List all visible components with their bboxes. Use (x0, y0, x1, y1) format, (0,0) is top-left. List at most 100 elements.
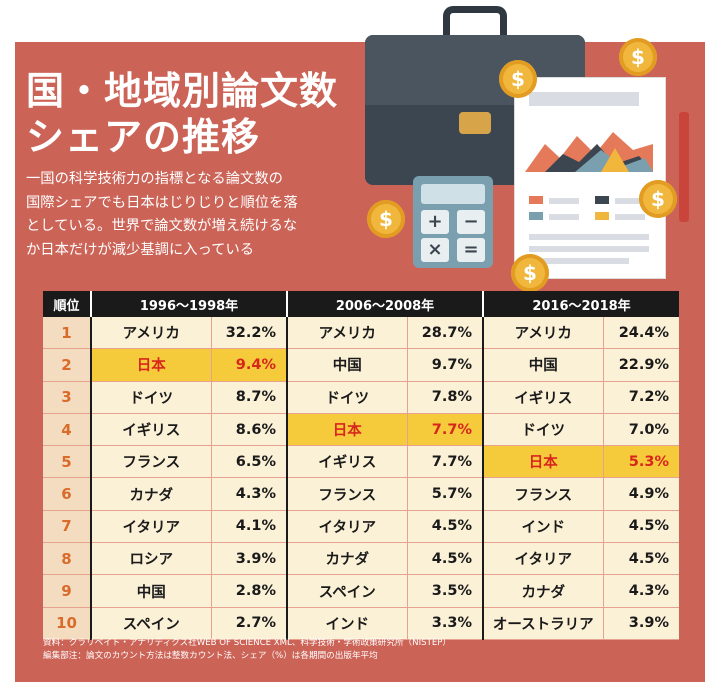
period-header: 2016～2018年 (483, 291, 679, 317)
share-cell: 2.8% (211, 574, 288, 608)
country-cell: フランス (91, 445, 212, 479)
country-cell: 中国 (287, 348, 408, 382)
rank-cell: 10 (43, 607, 92, 640)
share-cell: 5.3% (603, 445, 679, 479)
share-cell: 4.3% (211, 477, 288, 511)
country-cell: カナダ (287, 542, 408, 576)
country-cell: スペイン (91, 607, 212, 640)
title-line-2: シェアの推移 (26, 115, 261, 159)
share-cell: 6.5% (211, 445, 288, 479)
country-cell: 中国 (483, 348, 604, 382)
country-cell: ドイツ (287, 381, 408, 414)
rank-cell: 2 (43, 348, 92, 382)
table-row: 7 イタリア 4.1% イタリア 4.5% インド 4.5% (43, 510, 679, 544)
share-cell: 4.5% (407, 542, 484, 576)
table-row: 1 アメリカ 32.2% アメリカ 28.7% アメリカ 24.4% (43, 317, 679, 350)
briefcase-handle (443, 6, 507, 44)
share-cell: 7.0% (603, 413, 679, 447)
editor-note-line: 編集部注：論文のカウント方法は整数カウント法、シェア（%）は各期間の出版年平均 (43, 651, 378, 661)
rank-cell: 5 (43, 445, 92, 479)
share-cell: 24.4% (603, 317, 679, 350)
country-cell: イタリア (91, 510, 212, 544)
briefcase-clasp (459, 112, 491, 134)
rank-cell: 6 (43, 477, 92, 511)
source-line: 資料：クラリベイト・アナリティクス社WEB OF SCIENCE XML、科学技… (43, 638, 452, 648)
share-cell: 32.2% (211, 317, 288, 350)
share-cell: 9.7% (407, 348, 484, 382)
country-cell: フランス (483, 477, 604, 511)
country-cell: イギリス (287, 445, 408, 479)
country-cell: ドイツ (91, 381, 212, 414)
table-row: 5 フランス 6.5% イギリス 7.7% 日本 5.3% (43, 445, 679, 479)
table-row: 10 スペイン 2.7% インド 3.3% オーストラリア 3.9% (43, 607, 679, 640)
share-cell: 7.7% (407, 413, 484, 447)
share-cell: 4.1% (211, 510, 288, 544)
share-cell: 3.9% (603, 607, 679, 640)
description-line: 国際シェアでも日本はじりじりと順位を落 (26, 194, 298, 211)
table-row: 6 カナダ 4.3% フランス 5.7% フランス 4.9% (43, 477, 679, 511)
rank-cell: 9 (43, 574, 92, 608)
share-cell: 4.5% (603, 542, 679, 576)
country-cell: 中国 (91, 574, 212, 608)
share-cell: 22.9% (603, 348, 679, 382)
share-cell: 4.3% (603, 574, 679, 608)
country-cell: ロシア (91, 542, 212, 576)
country-cell: ドイツ (483, 413, 604, 447)
country-cell: イギリス (483, 381, 604, 414)
table-row: 4 イギリス 8.6% 日本 7.7% ドイツ 7.0% (43, 413, 679, 447)
description-line: としている。世界で論文数が増え続けるな (26, 218, 298, 234)
rank-cell: 3 (43, 381, 92, 414)
country-cell: カナダ (483, 574, 604, 608)
report-document-icon (515, 78, 665, 278)
source-note: 資料：クラリベイト・アナリティクス社WEB OF SCIENCE XML、科学技… (43, 637, 693, 663)
coin-icon: $ (619, 38, 657, 76)
table-row: 8 ロシア 3.9% カナダ 4.5% イタリア 4.5% (43, 542, 679, 576)
country-cell: イタリア (287, 510, 408, 544)
share-cell: 3.9% (211, 542, 288, 576)
calculator-icon: + − × = (413, 176, 493, 268)
table-row: 2 日本 9.4% 中国 9.7% 中国 22.9% (43, 348, 679, 382)
ranking-table: 順位 1996～1998年 2006～2008年 2016～2018年 1 アメリ… (43, 291, 679, 640)
period-header: 2006～2008年 (287, 291, 484, 317)
country-cell: スペイン (287, 574, 408, 608)
share-cell: 3.3% (407, 607, 484, 640)
share-cell: 9.4% (211, 348, 288, 382)
share-cell: 7.2% (603, 381, 679, 414)
rank-header: 順位 (43, 291, 92, 317)
share-cell: 4.5% (407, 510, 484, 544)
coin-icon: $ (511, 254, 549, 292)
country-cell: イタリア (483, 542, 604, 576)
coin-icon: $ (499, 60, 537, 98)
business-illustration: + − × = $ $ $ $ $ (355, 0, 705, 292)
country-cell: 日本 (91, 348, 212, 382)
description-line: か日本だけが減少基調に入っている (26, 241, 255, 258)
country-cell: 日本 (287, 413, 408, 447)
share-cell: 3.5% (407, 574, 484, 608)
title-line-1: 国・地域別論文数 (26, 69, 339, 113)
share-cell: 2.7% (211, 607, 288, 640)
share-cell: 7.8% (407, 381, 484, 414)
share-cell: 8.6% (211, 413, 288, 447)
rank-cell: 7 (43, 510, 92, 544)
share-cell: 4.9% (603, 477, 679, 511)
rank-cell: 4 (43, 413, 92, 447)
country-cell: オーストラリア (483, 607, 604, 640)
report-chart-icon (525, 132, 653, 172)
share-cell: 5.7% (407, 477, 484, 511)
rank-cell: 1 (43, 317, 92, 350)
coin-icon: $ (367, 200, 405, 238)
country-cell: カナダ (91, 477, 212, 511)
table-header-row: 順位 1996～1998年 2006～2008年 2016～2018年 (43, 291, 679, 317)
country-cell: インド (483, 510, 604, 544)
share-cell: 8.7% (211, 381, 288, 414)
table-row: 3 ドイツ 8.7% ドイツ 7.8% イギリス 7.2% (43, 381, 679, 414)
share-cell: 7.7% (407, 445, 484, 479)
table-row: 9 中国 2.8% スペイン 3.5% カナダ 4.3% (43, 574, 679, 608)
country-cell: 日本 (483, 445, 604, 479)
pen-icon (679, 112, 689, 222)
description-line: 一国の科学技術力の指標となる論文数の (26, 171, 283, 187)
country-cell: アメリカ (91, 317, 212, 350)
period-header: 1996～1998年 (91, 291, 288, 317)
country-cell: アメリカ (287, 317, 408, 350)
description: 一国の科学技術力の指標となる論文数の 国際シェアでも日本はじりじりと順位を落 と… (26, 168, 366, 262)
